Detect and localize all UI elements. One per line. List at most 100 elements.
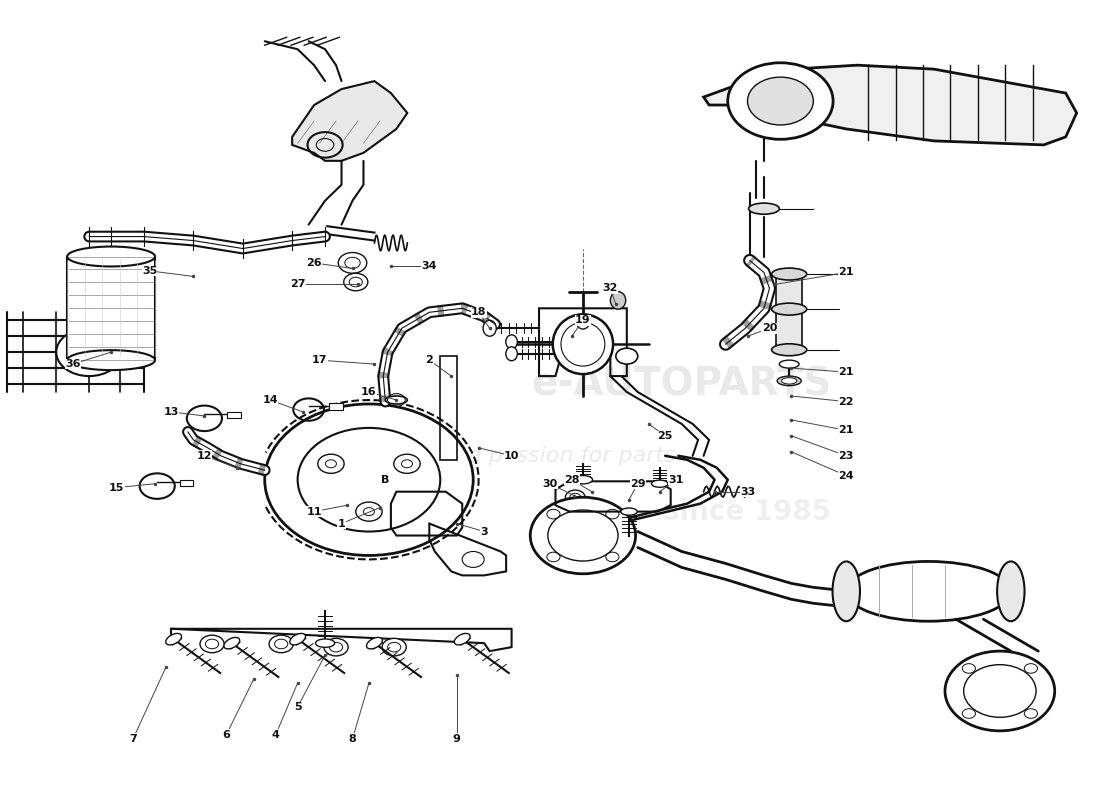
Text: 21: 21: [838, 367, 854, 377]
Ellipse shape: [833, 562, 860, 622]
Text: 3: 3: [481, 526, 488, 537]
Text: 19: 19: [575, 315, 591, 326]
Text: 25: 25: [658, 431, 673, 441]
Circle shape: [748, 77, 813, 125]
Text: 20: 20: [762, 323, 777, 334]
Ellipse shape: [366, 638, 383, 649]
Ellipse shape: [620, 508, 637, 515]
Ellipse shape: [573, 475, 593, 484]
Ellipse shape: [771, 268, 806, 280]
Ellipse shape: [67, 246, 155, 266]
Text: 13: 13: [164, 407, 179, 417]
Text: 31: 31: [669, 474, 684, 485]
Circle shape: [616, 348, 638, 364]
Text: 16: 16: [361, 387, 377, 397]
Circle shape: [945, 651, 1055, 731]
Ellipse shape: [576, 314, 590, 329]
Bar: [776, 311, 802, 348]
Text: 10: 10: [504, 451, 519, 461]
Text: 21: 21: [838, 426, 854, 435]
Text: since 1985: since 1985: [663, 498, 832, 526]
Text: 28: 28: [564, 474, 580, 485]
Ellipse shape: [506, 346, 517, 361]
Circle shape: [324, 638, 348, 656]
Ellipse shape: [506, 335, 517, 349]
Circle shape: [349, 278, 362, 286]
Text: 2: 2: [426, 355, 433, 365]
Ellipse shape: [779, 360, 799, 368]
Text: 8: 8: [349, 734, 356, 744]
Circle shape: [344, 258, 360, 269]
Text: 15: 15: [109, 482, 124, 493]
Text: 9: 9: [453, 734, 461, 744]
Text: 14: 14: [263, 395, 278, 405]
Ellipse shape: [846, 562, 1011, 622]
Bar: [67, 257, 155, 360]
Text: 11: 11: [306, 506, 322, 517]
Bar: [776, 277, 802, 308]
Bar: [180, 480, 194, 486]
Text: 29: 29: [630, 478, 646, 489]
Text: 5: 5: [294, 702, 301, 712]
Text: B: B: [382, 474, 389, 485]
Text: 24: 24: [838, 470, 854, 481]
Text: 7: 7: [129, 734, 136, 744]
Polygon shape: [704, 65, 1077, 145]
Ellipse shape: [749, 203, 779, 214]
Polygon shape: [293, 81, 407, 161]
Ellipse shape: [771, 344, 806, 356]
Ellipse shape: [777, 376, 801, 386]
Ellipse shape: [67, 350, 155, 370]
Ellipse shape: [166, 634, 182, 645]
Circle shape: [338, 253, 366, 274]
Text: 17: 17: [311, 355, 328, 365]
Ellipse shape: [289, 634, 306, 645]
Ellipse shape: [771, 303, 806, 315]
Ellipse shape: [224, 638, 240, 649]
Text: 18: 18: [471, 307, 486, 318]
Circle shape: [363, 508, 374, 515]
Ellipse shape: [552, 314, 613, 374]
Ellipse shape: [610, 291, 626, 309]
Text: 35: 35: [142, 266, 157, 276]
Circle shape: [565, 490, 585, 505]
Circle shape: [330, 642, 342, 652]
Text: 32: 32: [603, 283, 618, 294]
Ellipse shape: [483, 320, 496, 336]
Text: 22: 22: [838, 397, 854, 406]
Text: 12: 12: [197, 451, 212, 461]
Circle shape: [270, 635, 294, 653]
Circle shape: [382, 638, 406, 656]
Circle shape: [570, 494, 581, 502]
Ellipse shape: [781, 378, 796, 384]
Circle shape: [530, 498, 636, 574]
Ellipse shape: [651, 480, 668, 487]
Circle shape: [728, 62, 833, 139]
Circle shape: [387, 642, 400, 652]
Text: 1: 1: [338, 518, 345, 529]
Ellipse shape: [316, 639, 334, 647]
Circle shape: [326, 460, 337, 468]
Bar: [228, 412, 241, 418]
Text: 34: 34: [421, 261, 437, 271]
Circle shape: [56, 328, 122, 376]
Text: 23: 23: [838, 451, 854, 461]
Text: 21: 21: [838, 267, 854, 278]
Circle shape: [355, 502, 382, 521]
Text: 36: 36: [65, 359, 80, 369]
Ellipse shape: [385, 396, 407, 404]
Circle shape: [343, 274, 367, 290]
Text: 33: 33: [740, 486, 755, 497]
Text: 27: 27: [290, 279, 306, 290]
Circle shape: [394, 454, 420, 474]
Text: 6: 6: [222, 730, 230, 740]
Circle shape: [298, 428, 440, 531]
Text: a passion for parts: a passion for parts: [469, 446, 675, 466]
Ellipse shape: [454, 634, 470, 645]
Circle shape: [402, 460, 412, 468]
Ellipse shape: [997, 562, 1024, 622]
Circle shape: [318, 454, 344, 474]
Bar: [330, 403, 342, 410]
Text: 30: 30: [542, 478, 558, 489]
Circle shape: [206, 639, 219, 649]
